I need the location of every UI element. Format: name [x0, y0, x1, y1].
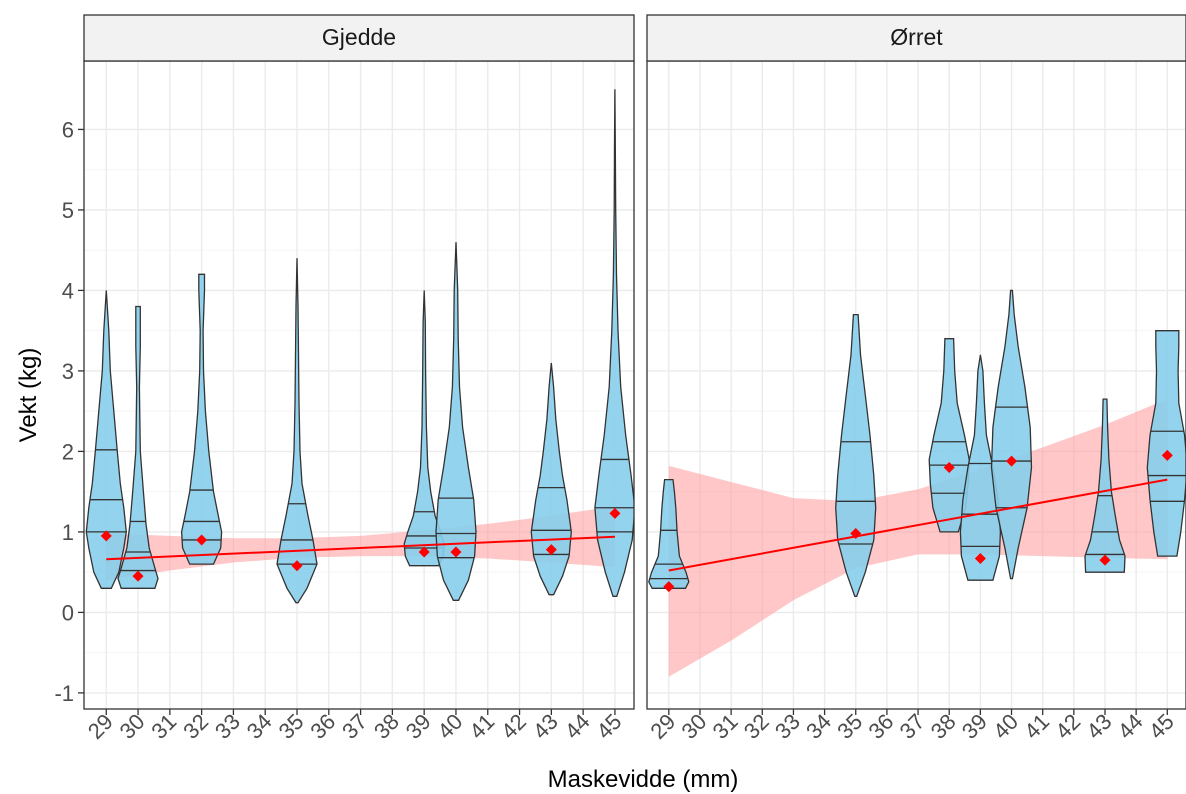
strip-background — [83, 14, 635, 62]
mean-marker-29 — [663, 581, 675, 593]
strip-title: Gjedde — [322, 24, 396, 50]
x-tick-label: 29 — [83, 709, 118, 744]
violin-29 — [648, 478, 690, 589]
x-tick-label: 40 — [433, 709, 468, 744]
x-tick-label: 32 — [739, 709, 774, 744]
violin-45 — [1146, 330, 1186, 557]
x-tick-label: 37 — [337, 709, 372, 744]
strip-title: Ørret — [890, 24, 943, 50]
x-tick-label: 30 — [677, 709, 712, 744]
y-tick-label: 2 — [62, 439, 74, 464]
x-tick-label: 34 — [242, 709, 277, 744]
panel-plot-area — [85, 89, 634, 604]
x-tick-label: 35 — [274, 709, 309, 744]
x-tick-label: 40 — [988, 709, 1023, 744]
violin-43 — [1084, 398, 1126, 573]
panel-background — [84, 61, 634, 709]
x-tick-label: 38 — [369, 709, 404, 744]
violin-30 — [117, 305, 159, 589]
x-tick-label: 37 — [895, 709, 930, 744]
x-tick-label: 45 — [1144, 709, 1179, 744]
mean-marker-45 — [609, 507, 621, 519]
y-tick-label: 6 — [62, 117, 74, 142]
x-tick-label: 32 — [178, 709, 213, 744]
y-tick-label: 5 — [62, 198, 74, 223]
panels-layer: Gjedde2930313233343536373839404142434445… — [54, 14, 1186, 744]
x-tick-label: 43 — [528, 709, 563, 744]
x-tick-label: 44 — [1113, 709, 1148, 744]
x-tick-label: 31 — [146, 709, 181, 744]
x-tick-label: 36 — [305, 709, 340, 744]
x-tick-label: 44 — [560, 709, 595, 744]
y-tick-label: 1 — [62, 520, 74, 545]
x-tick-label: 45 — [591, 709, 626, 744]
strip-background — [646, 14, 1186, 62]
confidence-band — [106, 506, 615, 581]
x-tick-label: 39 — [957, 709, 992, 744]
trend-line — [668, 478, 1168, 572]
x-tick-label: 31 — [708, 709, 743, 744]
y-axis-title: Vekt (kg) — [15, 348, 42, 443]
x-axis-title: Maskevidde (mm) — [548, 766, 739, 793]
x-tick-label: 33 — [210, 709, 245, 744]
panel-plot-area — [648, 289, 1186, 677]
mean-marker-30 — [132, 570, 144, 582]
trend-line — [106, 535, 615, 561]
x-tick-label: 41 — [1019, 709, 1054, 744]
mean-marker-45 — [1161, 449, 1173, 461]
x-tick-label: 42 — [1050, 709, 1085, 744]
x-tick-label: 41 — [464, 709, 499, 744]
x-tick-label: 39 — [401, 709, 436, 744]
mean-marker-39 — [418, 546, 430, 558]
x-tick-label: 36 — [863, 709, 898, 744]
x-tick-label: 35 — [832, 709, 867, 744]
violin-29 — [85, 290, 127, 589]
mean-marker-43 — [1099, 554, 1111, 566]
x-tick-label: 42 — [496, 709, 531, 744]
y-tick-label: -1 — [54, 681, 74, 706]
mean-marker-39 — [974, 552, 986, 564]
violin-43 — [530, 362, 572, 596]
violin-45 — [594, 89, 634, 597]
mean-marker-29 — [100, 530, 112, 542]
x-tick-label: 33 — [770, 709, 805, 744]
mean-marker-35 — [291, 560, 303, 572]
mean-marker-43 — [545, 544, 557, 556]
x-tick-label: 38 — [926, 709, 961, 744]
y-tick-label: 0 — [62, 600, 74, 625]
x-tick-label: 29 — [645, 709, 680, 744]
mean-marker-38 — [943, 462, 955, 474]
mean-marker-40 — [1006, 455, 1018, 467]
mean-marker-35 — [850, 528, 862, 540]
confidence-band — [668, 399, 1168, 677]
mean-marker-32 — [196, 534, 208, 546]
panel-1: Gjedde2930313233343536373839404142434445… — [54, 14, 635, 744]
x-tick-label: 43 — [1082, 709, 1117, 744]
x-tick-label: 34 — [801, 709, 836, 744]
mean-marker-40 — [450, 546, 462, 558]
y-tick-label: 3 — [62, 359, 74, 384]
y-tick-label: 4 — [62, 278, 74, 303]
x-tick-label: 30 — [115, 709, 150, 744]
